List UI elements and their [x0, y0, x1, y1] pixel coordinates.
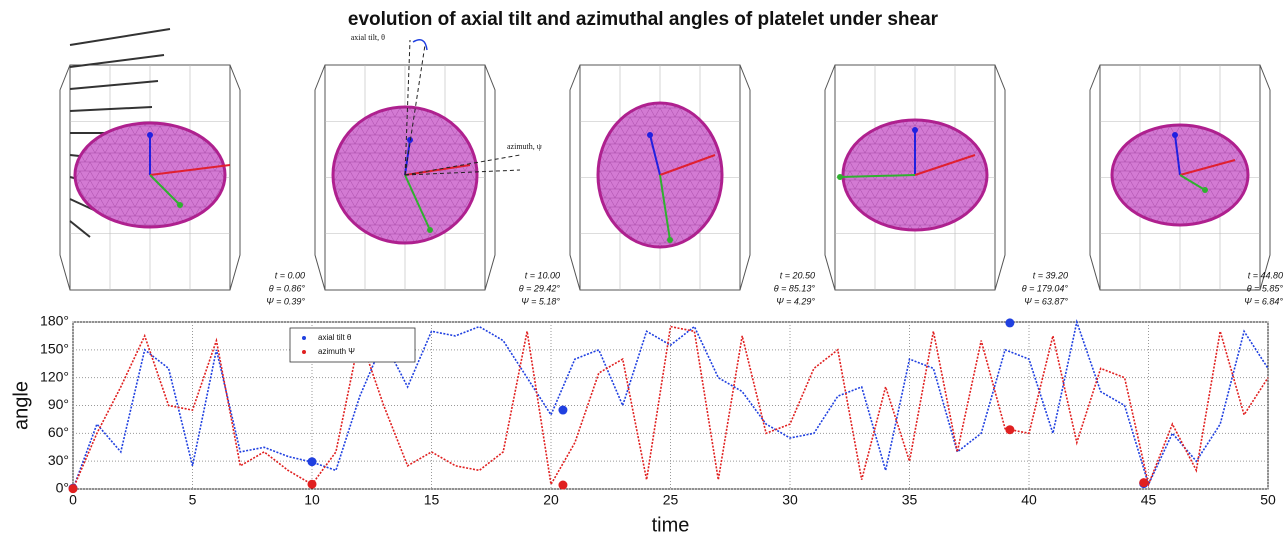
chart: 0° 30° 60° 90° 120° 150° 180° 0 5 10 15 20 25 30 35 40 4…	[10, 313, 1276, 537]
shear-arrow	[70, 107, 152, 111]
figure: evolution of axial tilt and azimuthal an…	[0, 0, 1286, 539]
x-tick-label: 35	[902, 492, 918, 508]
panel-label: θ = 29.42°	[519, 283, 561, 293]
x-tick-label: 25	[663, 492, 679, 508]
x-axis-label: time	[652, 514, 690, 536]
shear-arrow	[70, 221, 90, 237]
panel-label: Ψ = 4.29°	[776, 296, 815, 306]
panel	[60, 29, 240, 290]
x-tick-label: 10	[304, 492, 320, 508]
panel-label: θ = 0.86°	[269, 283, 306, 293]
legend-marker	[302, 336, 306, 340]
axis-tip	[1202, 187, 1208, 193]
panel	[570, 65, 750, 290]
shear-arrow	[70, 81, 158, 89]
x-tick-label: 5	[189, 492, 197, 508]
panel-label: θ = 85.13°	[774, 283, 816, 293]
annotation: azimuth, ψ	[507, 142, 542, 151]
axis-tip	[427, 227, 433, 233]
panel-label: t = 0.00	[275, 270, 305, 280]
y-tick-label: 90°	[48, 396, 69, 412]
x-tick-label: 30	[782, 492, 798, 508]
highlight-point	[308, 457, 317, 466]
legend-marker	[302, 350, 306, 354]
y-tick-label: 150°	[40, 341, 69, 357]
highlight-point	[69, 484, 78, 493]
x-tick-label: 45	[1141, 492, 1157, 508]
panel-label: t = 39.20	[1033, 270, 1068, 280]
panel-label: θ = 179.04°	[1022, 283, 1069, 293]
y-tick-label: 180°	[40, 313, 69, 329]
y-axis-label: angle	[10, 381, 32, 430]
x-tick-label: 15	[424, 492, 440, 508]
panel: axial tilt, θ azimuth, ψ	[315, 33, 542, 290]
axis-tip	[837, 174, 843, 180]
panel	[1090, 65, 1270, 290]
highlight-point	[1139, 478, 1148, 487]
figure-title: evolution of axial tilt and azimuthal an…	[348, 9, 939, 30]
y-tick-label: 120°	[40, 368, 69, 384]
panel-label: Ψ = 63.87°	[1024, 296, 1068, 306]
highlight-point	[1005, 318, 1014, 327]
axis-tip	[912, 127, 918, 133]
panel-label: Ψ = 5.18°	[521, 296, 560, 306]
panel-label: Ψ = 0.39°	[266, 296, 305, 306]
axis-tip	[647, 132, 653, 138]
x-tick-label: 50	[1260, 492, 1276, 508]
highlight-point	[1005, 425, 1014, 434]
panel-label: t = 20.50	[780, 270, 815, 280]
panel-label: t = 44.80	[1248, 270, 1283, 280]
panel-label: Ψ = 6.84°	[1244, 296, 1283, 306]
shear-arrow	[70, 29, 170, 45]
annotation: axial tilt, θ	[351, 33, 385, 42]
x-tick-label: 40	[1021, 492, 1037, 508]
highlight-point	[308, 480, 317, 489]
y-tick-label: 0°	[56, 480, 69, 496]
highlight-point	[558, 406, 567, 415]
axis-tip	[177, 202, 183, 208]
panels: t = 0.00θ = 0.86°Ψ = 0.39°axial tilt, θa…	[60, 29, 1283, 306]
y-tick-label: 60°	[48, 424, 69, 440]
legend-label: azimuth Ψ	[318, 347, 355, 356]
highlight-point	[558, 481, 567, 490]
axis-tip	[667, 237, 673, 243]
axis-tip	[147, 132, 153, 138]
x-tick-label: 0	[69, 492, 77, 508]
x-tick-label: 20	[543, 492, 559, 508]
panel-label: t = 10.00	[525, 270, 560, 280]
legend-label: axial tilt θ	[318, 333, 352, 342]
legend-box	[290, 328, 415, 362]
panel-label: θ = 5.85°	[1247, 283, 1284, 293]
panel	[825, 65, 1005, 290]
axis-tip	[1172, 132, 1178, 138]
y-tick-label: 30°	[48, 452, 69, 468]
